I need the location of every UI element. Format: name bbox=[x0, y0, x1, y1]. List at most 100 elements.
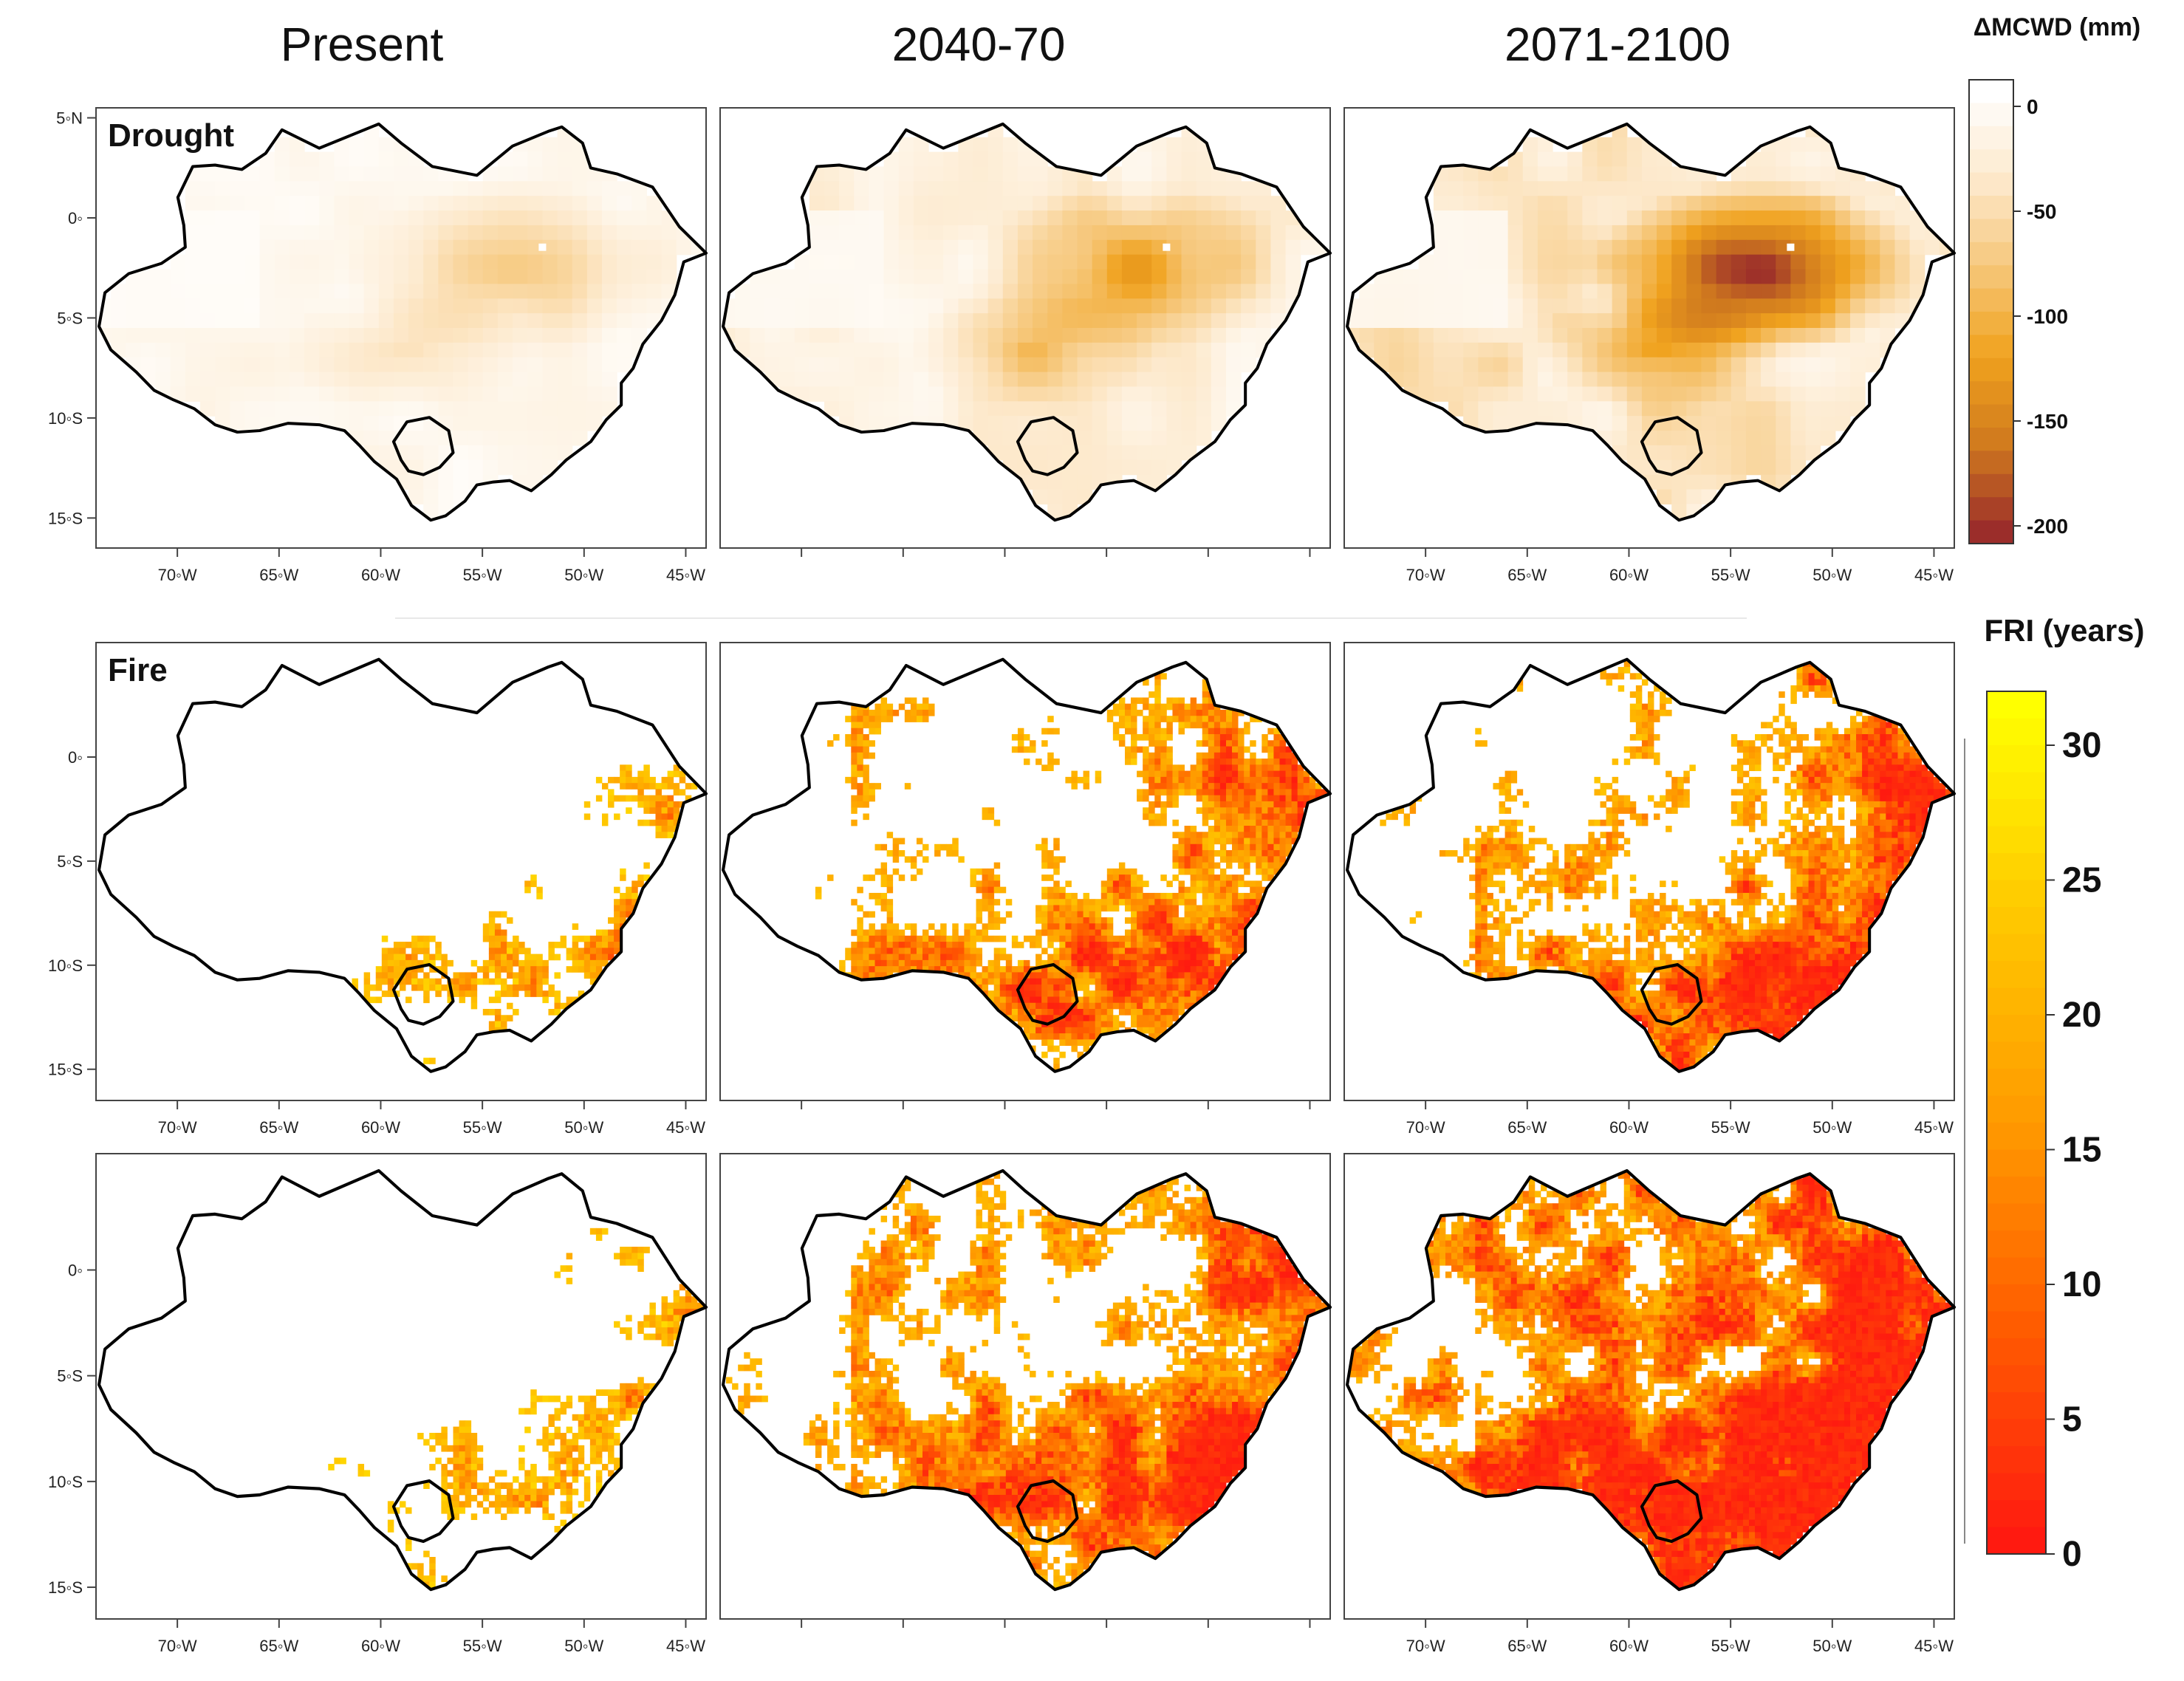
fri-cell bbox=[1154, 697, 1161, 705]
mcwd-cell bbox=[572, 401, 588, 417]
fri-cell bbox=[1820, 764, 1827, 772]
fri-cell bbox=[1232, 716, 1239, 722]
fri-cell bbox=[857, 716, 863, 722]
mcwd-cell bbox=[1909, 269, 1925, 284]
mcwd-cell bbox=[1835, 210, 1851, 226]
mcwd-cell bbox=[244, 166, 261, 182]
fri-cell bbox=[601, 783, 609, 790]
fri-cell bbox=[1041, 984, 1048, 991]
fri-cell bbox=[1802, 759, 1809, 765]
fri-cell bbox=[1635, 691, 1643, 698]
mcwd-cell bbox=[1880, 328, 1896, 343]
mcwd-cell bbox=[259, 239, 275, 256]
mcwd-cell bbox=[1820, 386, 1836, 402]
fri-cell bbox=[851, 770, 857, 778]
lon-tick-label: 50◦W bbox=[564, 1118, 603, 1137]
fri-cell bbox=[1238, 929, 1245, 937]
fri-cell bbox=[1184, 892, 1191, 900]
mcwd-cell bbox=[140, 357, 157, 373]
fri-cell bbox=[1244, 776, 1250, 784]
fri-cell bbox=[1184, 850, 1191, 857]
mcwd-cell bbox=[1537, 357, 1553, 373]
fri-cell bbox=[417, 935, 424, 942]
fri-cell bbox=[417, 959, 424, 967]
mcwd-cell bbox=[1507, 328, 1524, 343]
mcwd-cell bbox=[1537, 137, 1553, 153]
fri-cell bbox=[1202, 917, 1209, 924]
fri-cell bbox=[1635, 709, 1643, 716]
fri-cell bbox=[880, 716, 888, 722]
mcwd-cell bbox=[1062, 401, 1078, 417]
mcwd-cell bbox=[809, 181, 825, 196]
fri-cell bbox=[1219, 789, 1227, 796]
fri-cell bbox=[1635, 685, 1643, 692]
mcwd-cell bbox=[1776, 459, 1791, 476]
fri-cell bbox=[1208, 740, 1215, 747]
mcwd-cell bbox=[1225, 225, 1242, 241]
fri-cell bbox=[1124, 703, 1132, 711]
fri-cell bbox=[999, 966, 1007, 973]
mcwd-cell bbox=[913, 196, 929, 211]
fri-cell bbox=[363, 978, 371, 985]
mcwd-cell bbox=[839, 313, 855, 329]
mcwd-cell bbox=[854, 196, 870, 211]
mcwd-cell bbox=[779, 298, 795, 314]
mcwd-cell bbox=[185, 269, 201, 284]
mcwd-cell bbox=[1062, 254, 1078, 270]
fri-cell bbox=[851, 740, 857, 747]
mcwd-cell bbox=[453, 431, 469, 446]
fri-cell bbox=[1225, 874, 1233, 881]
fri-cell bbox=[1202, 942, 1209, 948]
mcwd-cell bbox=[928, 386, 944, 402]
fri-cell bbox=[1880, 727, 1886, 735]
fri-cell bbox=[1309, 776, 1316, 784]
fri-cell bbox=[1059, 1033, 1066, 1040]
fri-cell bbox=[1166, 996, 1173, 1004]
fri-cell bbox=[1089, 899, 1096, 905]
fri-cell bbox=[1131, 746, 1137, 753]
fri-cell bbox=[1143, 789, 1149, 796]
fri-cell bbox=[614, 899, 620, 905]
fri-cell bbox=[381, 990, 388, 997]
fri-cell bbox=[993, 917, 1001, 924]
lon-tick-label: 45◦W bbox=[1914, 566, 1954, 584]
mcwd-cell bbox=[1196, 210, 1212, 226]
mcwd-cell bbox=[572, 210, 588, 226]
fri-cell bbox=[1149, 972, 1155, 979]
mcwd-cell bbox=[334, 210, 350, 226]
fri-cell bbox=[987, 880, 995, 888]
fri-cell bbox=[1213, 807, 1221, 814]
mcwd-cell bbox=[1389, 357, 1405, 373]
fri-cell bbox=[1160, 1027, 1167, 1034]
mcwd-cell bbox=[958, 342, 974, 358]
fri-cell bbox=[1219, 948, 1227, 955]
mcwd-cell bbox=[1612, 357, 1628, 373]
fri-cell bbox=[1190, 874, 1197, 881]
fri-cell bbox=[1250, 843, 1256, 851]
mcwd-cell bbox=[1047, 298, 1063, 314]
mcwd-cell bbox=[898, 151, 914, 168]
mcwd-cell bbox=[1567, 386, 1583, 402]
mcwd-cell bbox=[1017, 151, 1033, 168]
fri-cell bbox=[1131, 978, 1137, 985]
mcwd-cell bbox=[185, 196, 201, 211]
fri-cell bbox=[1160, 1009, 1167, 1016]
mcwd-nodata-cell bbox=[538, 243, 547, 251]
fri-cell bbox=[1112, 874, 1120, 881]
mcwd-cell bbox=[1448, 298, 1464, 314]
mcwd-cell bbox=[1761, 225, 1776, 241]
fri-cell bbox=[1232, 722, 1239, 729]
mcwd-cell bbox=[794, 269, 810, 284]
fri-cell bbox=[1154, 1002, 1161, 1010]
mcwd-cell bbox=[1567, 298, 1583, 314]
fri-cell bbox=[1190, 826, 1197, 832]
fri-cell bbox=[1238, 826, 1245, 832]
fri-cell bbox=[1844, 752, 1851, 759]
mcwd-cell bbox=[1865, 225, 1880, 241]
fri-cell bbox=[488, 996, 496, 1004]
fri-cell bbox=[1213, 795, 1221, 802]
mcwd-cell bbox=[423, 401, 439, 417]
mcwd-cell bbox=[1537, 269, 1553, 284]
mcwd-cell bbox=[274, 225, 290, 241]
fri-cell bbox=[1065, 905, 1072, 912]
